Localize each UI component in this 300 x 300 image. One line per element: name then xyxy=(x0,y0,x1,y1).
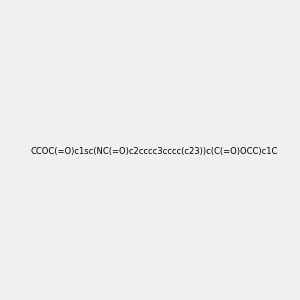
Text: CCOC(=O)c1sc(NC(=O)c2cccc3cccc(c23))c(C(=O)OCC)c1C: CCOC(=O)c1sc(NC(=O)c2cccc3cccc(c23))c(C(… xyxy=(30,147,278,156)
